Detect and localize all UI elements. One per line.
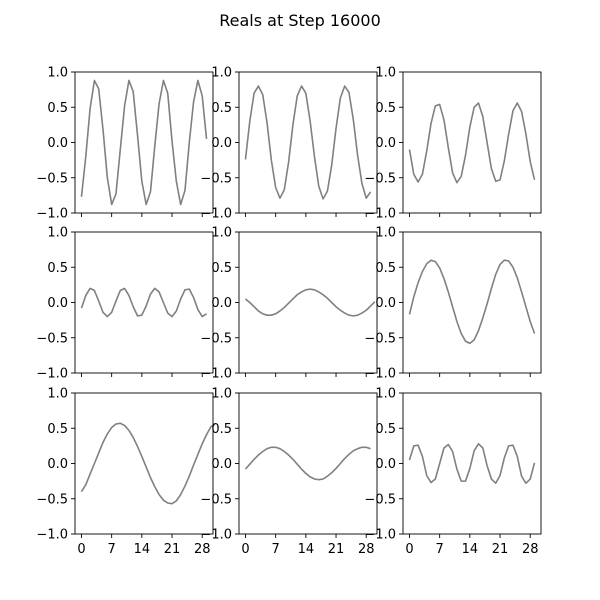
x-tick-label: 7 — [436, 542, 444, 557]
y-tick-label: 1.0 — [47, 226, 68, 241]
chart-title: Reals at Step 16000 — [219, 11, 381, 30]
y-tick-label: −0.5 — [36, 331, 68, 346]
series-line — [80, 79, 208, 206]
x-tick-label: 21 — [164, 542, 181, 557]
subplot-1: −1.0 −0.5 0.0 0.5 1.0 — [36, 66, 214, 222]
y-tick-label: 0.0 — [211, 136, 232, 151]
y-tick-label: 0.5 — [375, 101, 396, 116]
y-tick-label: 0.0 — [47, 457, 68, 472]
series-line — [244, 288, 376, 317]
y-tick-label: −1.0 — [36, 207, 68, 222]
x-tick-label: 21 — [492, 542, 509, 557]
y-tick-label: 0.5 — [211, 422, 232, 437]
y-tick-label: −0.5 — [200, 492, 232, 507]
subplot-6: −1.0 −0.5 0.0 0.5 1.0 — [364, 226, 542, 382]
y-tick-label: 1.0 — [375, 226, 396, 241]
y-tick-label: 0.5 — [375, 422, 396, 437]
subplot-5: −1.0 −0.5 0.0 0.5 1.0 — [200, 226, 378, 382]
y-tick-label: −1.0 — [200, 207, 232, 222]
plot-frame — [238, 392, 378, 535]
y-tick-label: 0.0 — [211, 296, 232, 311]
y-tick-label: 0.5 — [375, 261, 396, 276]
subplot-grid: −1.0 −0.5 0.0 0.5 1.0 −1.0 −0.5 0.0 0.5 1.0 −1.0 −0… — [36, 66, 542, 557]
x-tick-label: 0 — [405, 542, 413, 557]
plot-frame — [402, 231, 542, 374]
series-line — [408, 442, 536, 485]
subplot-9: −1.0 −0.5 0.0 0.5 1.0 0 7 14 21 28 — [364, 387, 542, 557]
y-tick-label: −1.0 — [36, 367, 68, 382]
subplot-3: −1.0 −0.5 0.0 0.5 1.0 — [364, 66, 542, 222]
y-tick-label: 1.0 — [211, 387, 232, 402]
subplot-7: −1.0 −0.5 0.0 0.5 1.0 0 7 14 21 28 — [36, 387, 216, 557]
x-tick-label: 28 — [522, 542, 539, 557]
y-tick-label: −0.5 — [36, 171, 68, 186]
y-tick-label: 0.5 — [47, 101, 68, 116]
x-tick-label: 14 — [298, 542, 315, 557]
x-tick-label: 28 — [358, 542, 375, 557]
y-tick-label: −0.5 — [364, 331, 396, 346]
plot-frame — [402, 71, 542, 214]
y-tick-label: 1.0 — [375, 66, 396, 81]
y-tick-label: −1.0 — [364, 207, 396, 222]
y-tick-label: −0.5 — [364, 492, 396, 507]
x-tick-label: 14 — [134, 542, 151, 557]
series-line — [80, 422, 216, 505]
y-tick-label: 0.5 — [47, 422, 68, 437]
x-tick-label: 28 — [194, 542, 211, 557]
plot-frame — [238, 231, 378, 374]
series-line — [244, 446, 371, 481]
y-tick-label: −1.0 — [36, 528, 68, 543]
series-line — [244, 85, 372, 200]
y-tick-label: 1.0 — [375, 387, 396, 402]
y-tick-label: 0.0 — [375, 457, 396, 472]
y-tick-label: −0.5 — [200, 331, 232, 346]
y-tick-label: 1.0 — [47, 387, 68, 402]
y-tick-label: 1.0 — [211, 66, 232, 81]
y-tick-label: −1.0 — [200, 528, 232, 543]
subplot-8: −1.0 −0.5 0.0 0.5 1.0 0 7 14 21 28 — [200, 387, 378, 557]
y-tick-label: 1.0 — [211, 226, 232, 241]
series-line — [408, 102, 536, 184]
series-line — [408, 259, 536, 345]
y-tick-label: −1.0 — [364, 367, 396, 382]
y-tick-label: 0.5 — [211, 101, 232, 116]
y-tick-label: 0.0 — [375, 296, 396, 311]
x-tick-label: 0 — [241, 542, 249, 557]
y-tick-label: 0.0 — [47, 296, 68, 311]
y-tick-label: −0.5 — [36, 492, 68, 507]
x-tick-label: 21 — [328, 542, 345, 557]
x-tick-label: 0 — [77, 542, 85, 557]
x-tick-label: 7 — [272, 542, 280, 557]
series-line — [80, 287, 207, 318]
subplot-2: −1.0 −0.5 0.0 0.5 1.0 — [200, 66, 378, 222]
y-tick-label: 0.0 — [211, 457, 232, 472]
y-tick-label: 0.5 — [47, 261, 68, 276]
y-tick-label: 0.0 — [47, 136, 68, 151]
y-tick-label: −1.0 — [364, 528, 396, 543]
subplot-4: −1.0 −0.5 0.0 0.5 1.0 — [36, 226, 214, 382]
x-tick-label: 14 — [462, 542, 479, 557]
y-tick-label: 1.0 — [47, 66, 68, 81]
y-tick-label: −1.0 — [200, 367, 232, 382]
y-tick-label: 0.0 — [375, 136, 396, 151]
y-tick-label: −0.5 — [364, 171, 396, 186]
x-tick-label: 7 — [108, 542, 116, 557]
y-tick-label: −0.5 — [200, 171, 232, 186]
y-tick-label: 0.5 — [211, 261, 232, 276]
plot-frame — [74, 231, 214, 374]
